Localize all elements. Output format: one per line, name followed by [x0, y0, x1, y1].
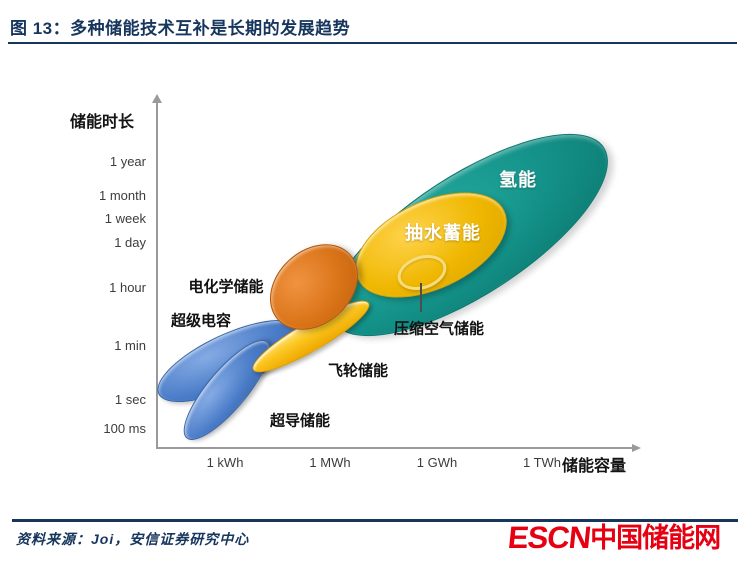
x-tick-1twh: 1 TWh — [522, 455, 562, 470]
y-tick-1day: 1 day — [114, 235, 146, 250]
y-tick-1hour: 1 hour — [109, 280, 146, 295]
y-axis-arrow-icon — [152, 94, 162, 103]
y-tick-1month: 1 month — [99, 188, 146, 203]
flywheel-label: 飞轮储能 — [327, 362, 389, 380]
compressed-air-callout-line — [420, 283, 422, 312]
escn-logo-cjk-text: 中国储能网 — [590, 523, 721, 553]
source-attribution: 资料来源：Joi，安信证券研究中心 — [16, 531, 250, 547]
superconducting-label: 超导储能 — [269, 412, 331, 430]
y-tick-1year: 1 year — [109, 154, 146, 169]
pumped-hydro-label: 抽水蓄能 — [405, 223, 481, 243]
y-tick-1min: 1 min — [114, 338, 146, 353]
footer-divider — [12, 519, 738, 522]
escn-logo: ESCN 中国储能网 — [506, 520, 721, 555]
supercapacitor-label: 超级电容 — [170, 312, 232, 330]
x-tick-1mwh: 1 MWh — [309, 455, 351, 470]
x-tick-1kwh: 1 kWh — [206, 455, 244, 470]
hydrogen-label: 氢能 — [499, 170, 537, 190]
x-axis-title: 储能容量 — [562, 458, 627, 475]
compressed-air-label: 压缩空气储能 — [393, 320, 485, 338]
figure-title: 图 13：多种储能技术互补是长期的发展趋势 — [10, 19, 351, 38]
y-axis-line — [156, 101, 158, 448]
y-axis-title: 储能时长 — [70, 114, 135, 131]
y-tick-1sec: 1 sec — [114, 392, 146, 407]
x-axis-line — [156, 447, 634, 449]
y-tick-1week: 1 week — [104, 211, 146, 226]
y-tick-100ms: 100 ms — [103, 421, 146, 436]
title-divider — [8, 42, 737, 44]
electrochemical-label: 电化学储能 — [188, 278, 264, 296]
x-axis-arrow-icon — [632, 444, 641, 452]
escn-logo-latin-text: ESCN — [506, 520, 593, 555]
x-tick-1gwh: 1 GWh — [416, 455, 458, 470]
